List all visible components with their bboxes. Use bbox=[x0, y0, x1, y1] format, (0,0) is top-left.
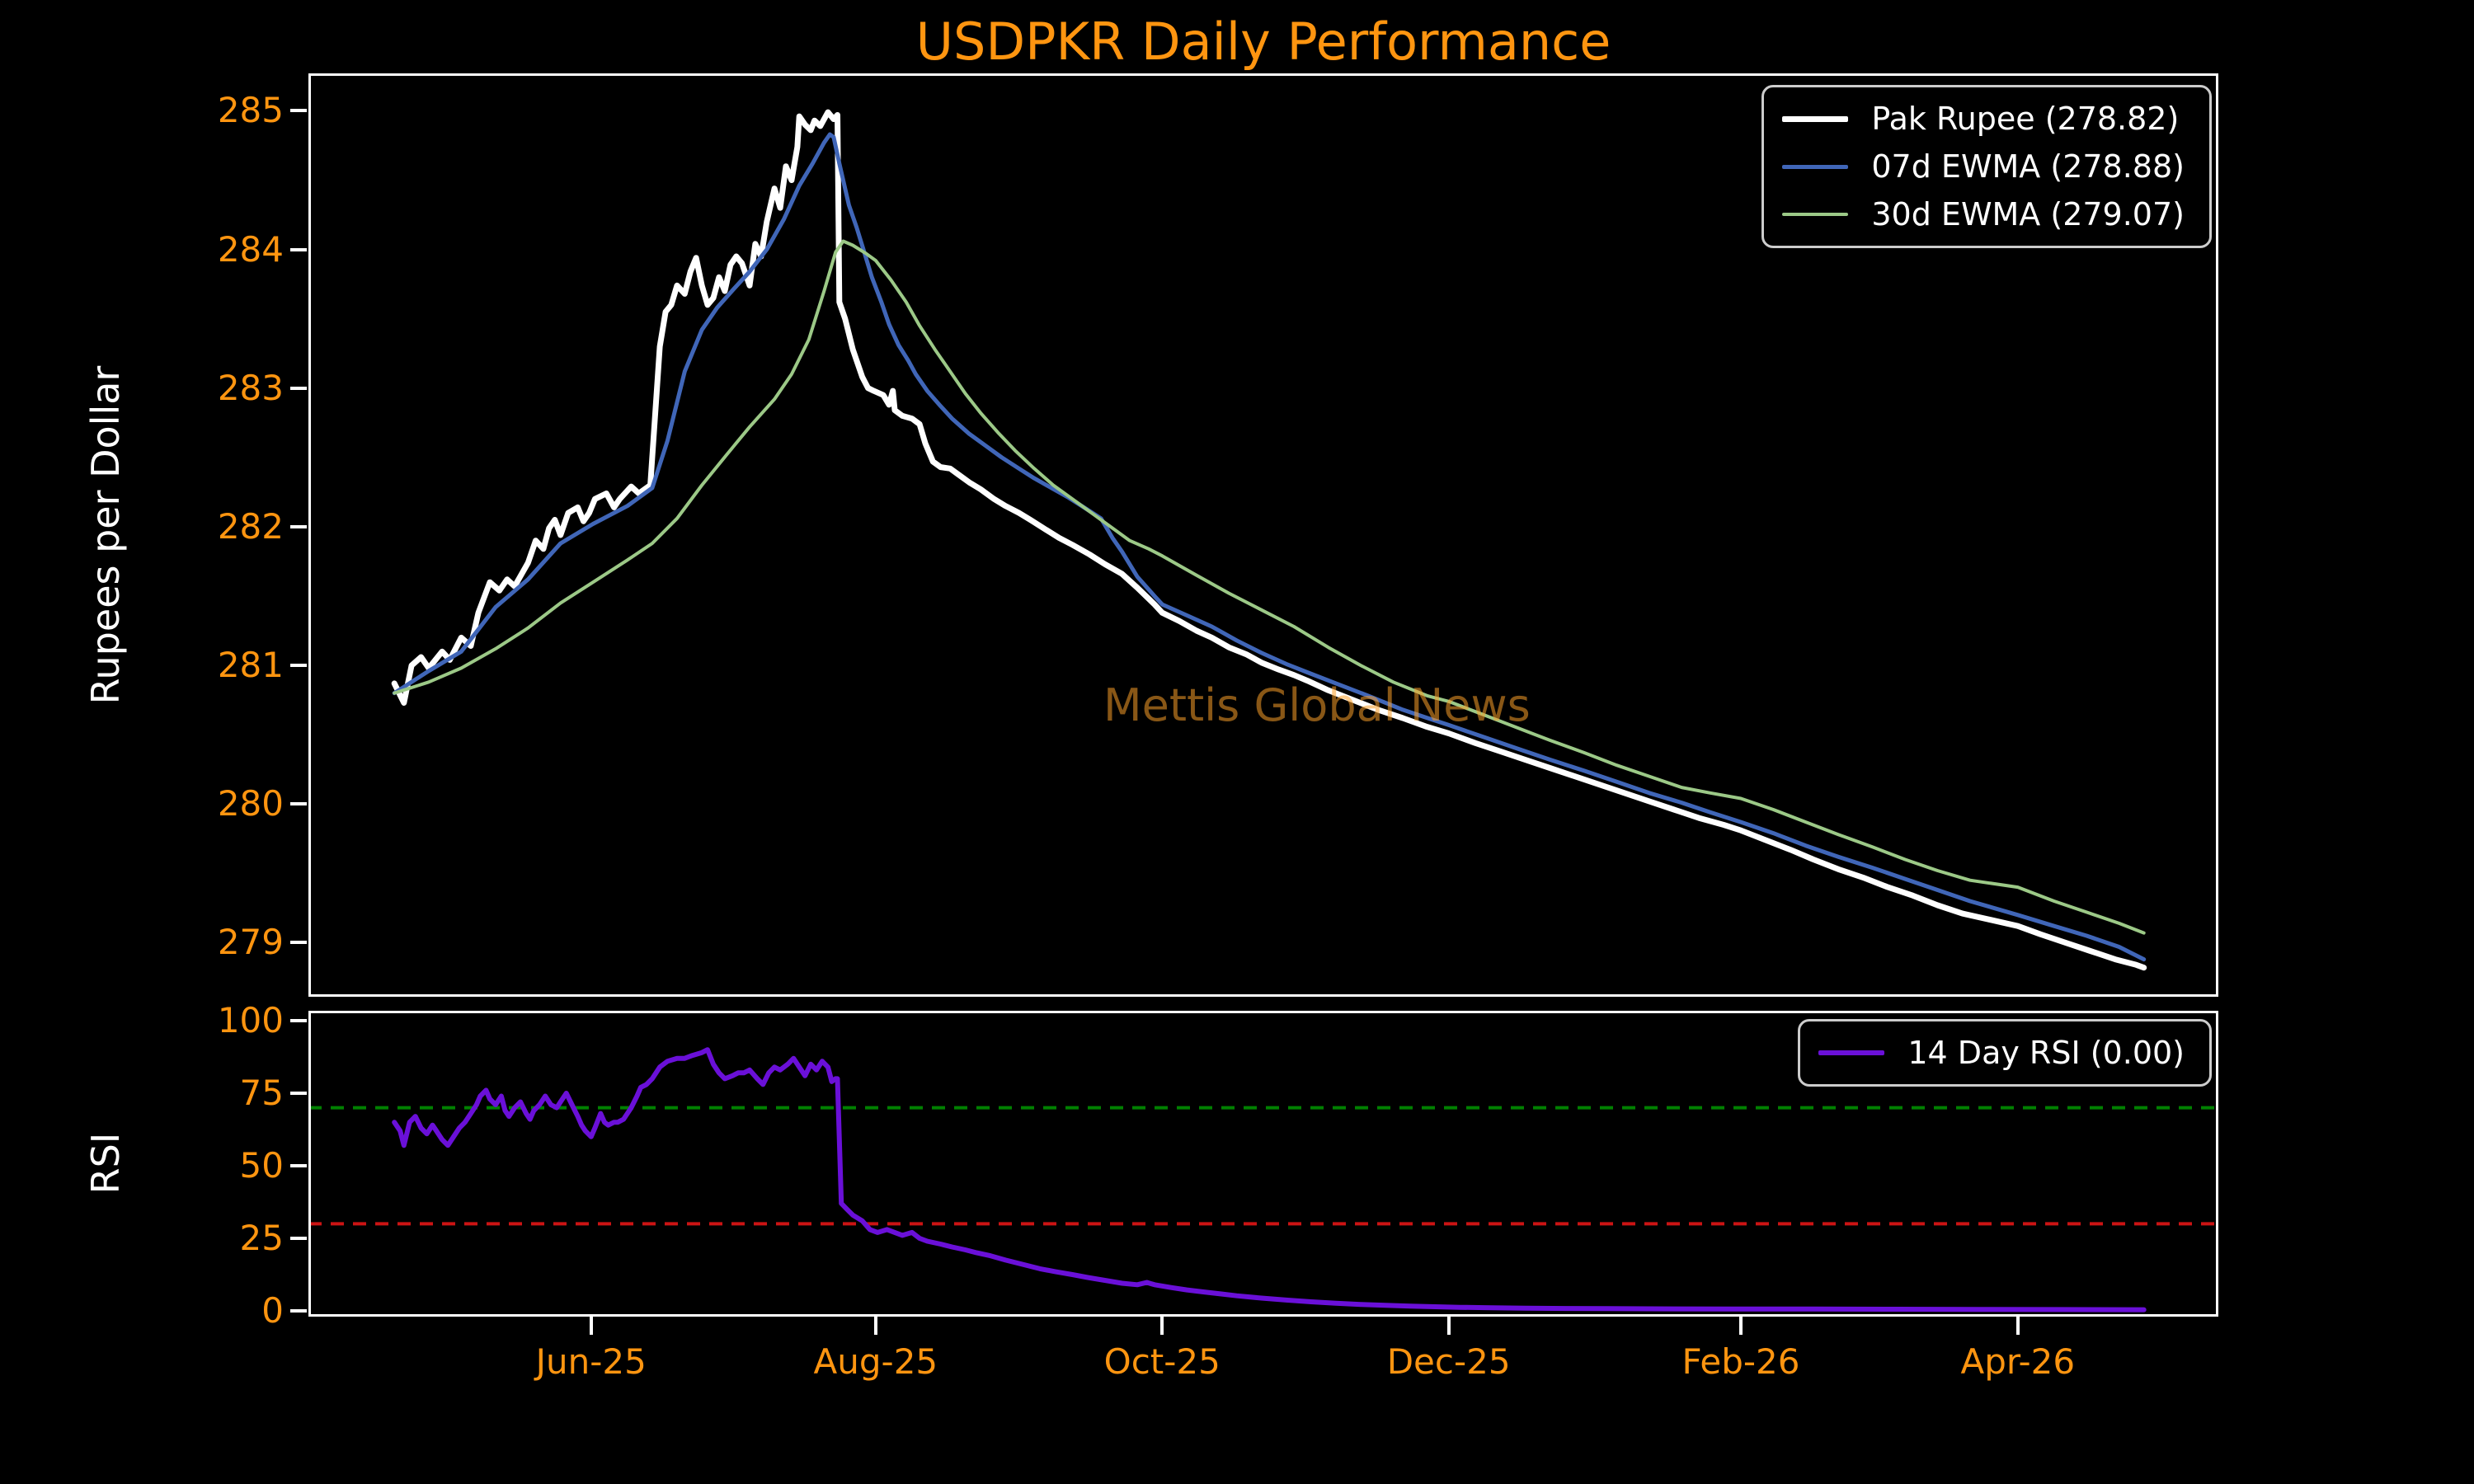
xtick-mark-Jun-25 bbox=[589, 1317, 593, 1335]
xtick-label-Jun-25: Jun-25 bbox=[535, 1341, 647, 1382]
legend-row-rsi: 14 Day RSI (0.00) bbox=[1818, 1035, 2185, 1071]
price-ytick-mark-285 bbox=[290, 109, 307, 113]
legend-row-ewma-30d: 30d EWMA (279.07) bbox=[1782, 196, 2185, 232]
xtick-mark-Feb-26 bbox=[1739, 1317, 1743, 1335]
price-ytick-label-281: 281 bbox=[217, 645, 284, 686]
rsi-legend: 14 Day RSI (0.00) bbox=[1798, 1019, 2212, 1087]
xtick-label-Oct-25: Oct-25 bbox=[1103, 1341, 1221, 1382]
price-y-axis-label: Rupees per Dollar bbox=[83, 365, 128, 705]
xtick-label-Apr-26: Apr-26 bbox=[1960, 1341, 2076, 1382]
chart-title: USDPKR Daily Performance bbox=[915, 12, 1611, 72]
pak-rupee-line bbox=[391, 109, 2147, 971]
rsi-ytick-label-75: 75 bbox=[239, 1072, 284, 1113]
price-ytick-label-280: 280 bbox=[217, 783, 284, 824]
ewma-07d-line-swatch bbox=[1782, 164, 1849, 169]
xtick-label-Dec-25: Dec-25 bbox=[1386, 1341, 1511, 1382]
price-ytick-mark-282 bbox=[290, 524, 307, 528]
price-ytick-mark-284 bbox=[290, 247, 307, 251]
legend-row-pak-rupee: Pak Rupee (278.82) bbox=[1782, 101, 2185, 137]
rsi-line-swatch bbox=[1818, 1050, 1885, 1055]
rsi-legend-label: 14 Day RSI (0.00) bbox=[1907, 1035, 2185, 1071]
xtick-mark-Dec-25 bbox=[1446, 1317, 1451, 1335]
price-ytick-mark-280 bbox=[290, 802, 307, 806]
price-ytick-label-283: 283 bbox=[217, 367, 284, 408]
ewma-30d-line bbox=[393, 239, 2146, 935]
rsi-frame bbox=[308, 1011, 2218, 1317]
price-ytick-label-285: 285 bbox=[217, 90, 284, 131]
price-ytick-label-282: 282 bbox=[217, 505, 284, 547]
price-ytick-label-279: 279 bbox=[217, 922, 284, 963]
ewma-30d-line-swatch bbox=[1782, 213, 1849, 216]
rsi-y-axis-label: RSI bbox=[83, 1132, 128, 1195]
rsi-ytick-label-100: 100 bbox=[217, 999, 284, 1040]
rsi-panel: 14 Day RSI (0.00) bbox=[308, 1011, 2218, 1317]
xtick-mark-Aug-25 bbox=[873, 1317, 877, 1335]
rsi-ytick-mark-100 bbox=[290, 1018, 307, 1022]
xtick-mark-Apr-26 bbox=[2015, 1317, 2020, 1335]
rsi-ytick-label-50: 50 bbox=[239, 1144, 284, 1186]
pak-rupee-legend-label: Pak Rupee (278.82) bbox=[1871, 101, 2180, 137]
price-legend: Pak Rupee (278.82) 07d EWMA (278.88) 30d… bbox=[1761, 85, 2212, 248]
xtick-label-Aug-25: Aug-25 bbox=[813, 1341, 938, 1382]
rsi-ytick-label-0: 0 bbox=[261, 1289, 284, 1331]
ewma-07d-line bbox=[392, 132, 2147, 962]
ewma-07d-legend-label: 07d EWMA (278.88) bbox=[1871, 148, 2185, 185]
rsi-ytick-mark-50 bbox=[290, 1163, 307, 1167]
rsi-ytick-mark-75 bbox=[290, 1091, 307, 1095]
price-frame bbox=[308, 73, 2218, 997]
price-plot bbox=[308, 73, 2218, 997]
price-ytick-mark-279 bbox=[290, 941, 307, 945]
xtick-label-Feb-26: Feb-26 bbox=[1681, 1341, 1800, 1382]
rsi-14d-line bbox=[392, 1047, 2147, 1313]
price-ytick-mark-283 bbox=[290, 386, 307, 390]
watermark: Mettis Global News bbox=[1103, 679, 1531, 731]
rsi-ytick-label-25: 25 bbox=[239, 1217, 284, 1258]
ewma-30d-legend-label: 30d EWMA (279.07) bbox=[1871, 196, 2185, 232]
price-ytick-label-284: 284 bbox=[217, 228, 284, 270]
price-panel: Pak Rupee (278.82) 07d EWMA (278.88) 30d… bbox=[308, 73, 2218, 997]
rsi-ytick-mark-0 bbox=[290, 1308, 307, 1313]
rsi-plot bbox=[308, 1011, 2218, 1317]
pak-rupee-line-swatch bbox=[1782, 115, 1849, 122]
xtick-mark-Oct-25 bbox=[1160, 1317, 1164, 1335]
legend-row-ewma-07d: 07d EWMA (278.88) bbox=[1782, 148, 2185, 185]
price-ytick-mark-281 bbox=[290, 664, 307, 668]
rsi-ytick-mark-25 bbox=[290, 1236, 307, 1240]
